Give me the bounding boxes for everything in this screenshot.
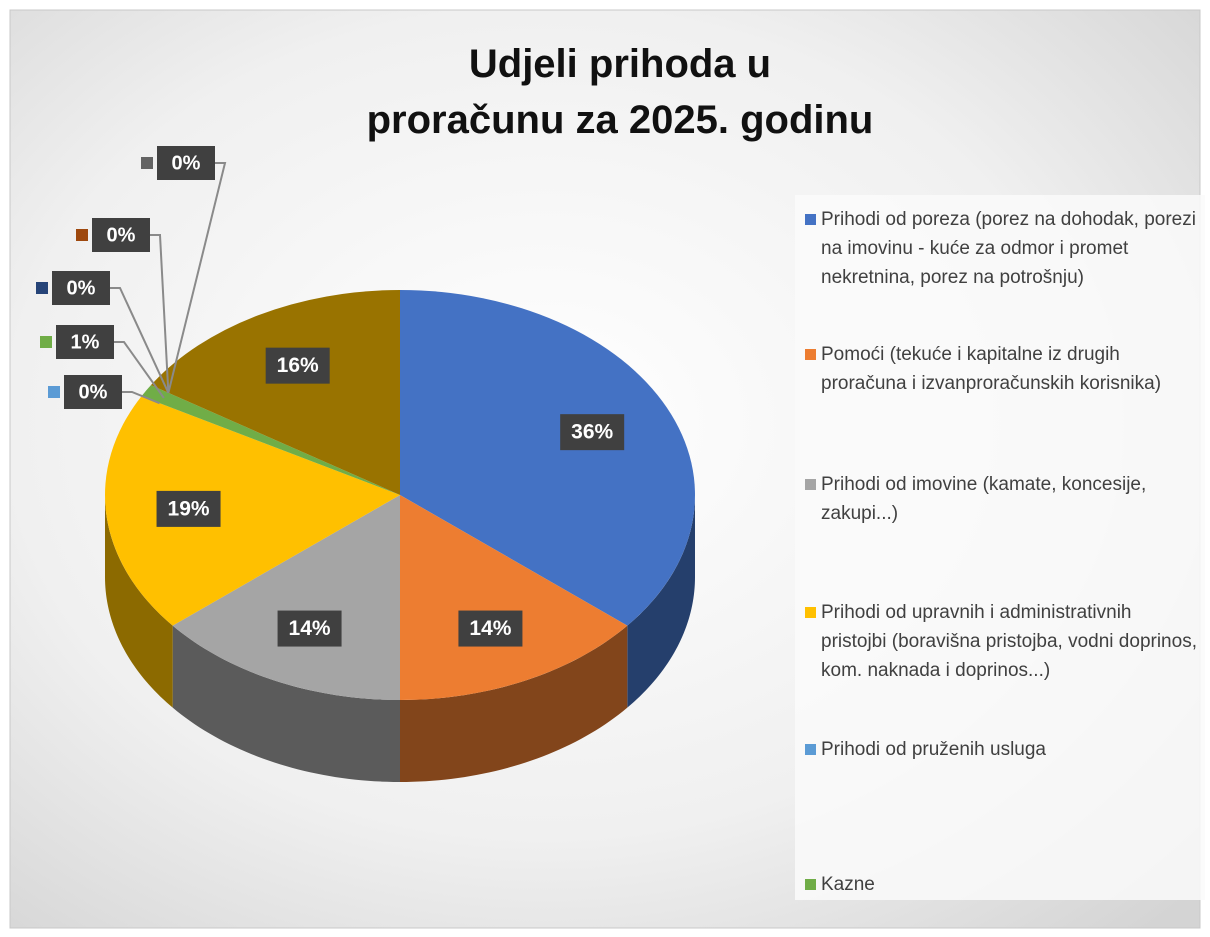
slice xyxy=(141,385,400,495)
slice xyxy=(400,290,695,626)
slice xyxy=(172,495,400,700)
data-label: 0% xyxy=(79,381,108,403)
slice xyxy=(105,396,400,626)
slice-side xyxy=(400,625,628,782)
data-label: 0% xyxy=(67,277,96,299)
leader-line xyxy=(122,391,160,405)
legend-entry: Prihodi od pruženih usluga xyxy=(805,735,1200,764)
legend-label: Prihodi od upravnih i administrativnih p… xyxy=(821,602,1197,681)
label-box xyxy=(560,414,625,451)
data-label: 19% xyxy=(168,497,210,520)
label-key xyxy=(48,386,60,398)
legend: Prihodi od poreza (porez na dohodak, por… xyxy=(795,195,1205,900)
legend-swatch xyxy=(805,214,816,225)
slice xyxy=(400,495,628,700)
data-label: 0% xyxy=(107,224,136,246)
label-box xyxy=(92,218,150,252)
slice xyxy=(150,290,400,495)
label-box xyxy=(157,146,215,180)
legend-entry: Prihodi od imovine (kamate, koncesije, z… xyxy=(805,470,1200,528)
slice-side xyxy=(627,495,695,708)
leader-line xyxy=(167,162,227,394)
data-label: 14% xyxy=(289,617,331,640)
label-box xyxy=(156,490,221,527)
legend-swatch xyxy=(805,349,816,360)
legend-label: Prihodi od poreza (porez na dohodak, por… xyxy=(821,209,1196,288)
label-key xyxy=(141,157,153,169)
legend-entry: Pomoći (tekuće i kapitalne iz drugih pro… xyxy=(805,340,1200,398)
label-box xyxy=(277,610,342,647)
legend-swatch xyxy=(805,879,816,890)
label-box xyxy=(458,610,523,647)
legend-swatch xyxy=(805,479,816,490)
label-box xyxy=(52,271,110,305)
leader-line xyxy=(114,341,165,399)
data-label: 0% xyxy=(172,152,201,174)
legend-label: Prihodi od pruženih usluga xyxy=(821,739,1046,760)
data-label: 36% xyxy=(571,421,613,444)
label-box xyxy=(56,325,114,359)
legend-swatch xyxy=(805,744,816,755)
leader-line xyxy=(150,234,170,393)
label-key xyxy=(40,336,52,348)
label-key xyxy=(36,282,48,294)
legend-entry: Kazne xyxy=(805,870,1200,899)
legend-label: Prihodi od imovine (kamate, koncesije, z… xyxy=(821,474,1147,524)
leader-line xyxy=(110,287,170,394)
data-label: 16% xyxy=(277,354,319,377)
data-label: 1% xyxy=(71,331,100,353)
legend-entry: Prihodi od upravnih i administrativnih p… xyxy=(805,598,1200,685)
slice-side xyxy=(172,625,400,782)
label-box xyxy=(265,347,330,384)
chart-title: proračunu za 2025. godinu xyxy=(366,98,874,142)
chart-title: Udjeli prihoda u xyxy=(468,42,772,86)
legend-entry: Prihodi od poreza (porez na dohodak, por… xyxy=(805,205,1200,292)
legend-label: Kazne xyxy=(821,874,875,895)
legend-swatch xyxy=(805,607,816,618)
label-key xyxy=(76,229,88,241)
slice-side xyxy=(105,495,173,708)
legend-label: Pomoći (tekuće i kapitalne iz drugih pro… xyxy=(821,344,1162,394)
data-label: 14% xyxy=(469,617,511,640)
label-box xyxy=(64,375,122,409)
